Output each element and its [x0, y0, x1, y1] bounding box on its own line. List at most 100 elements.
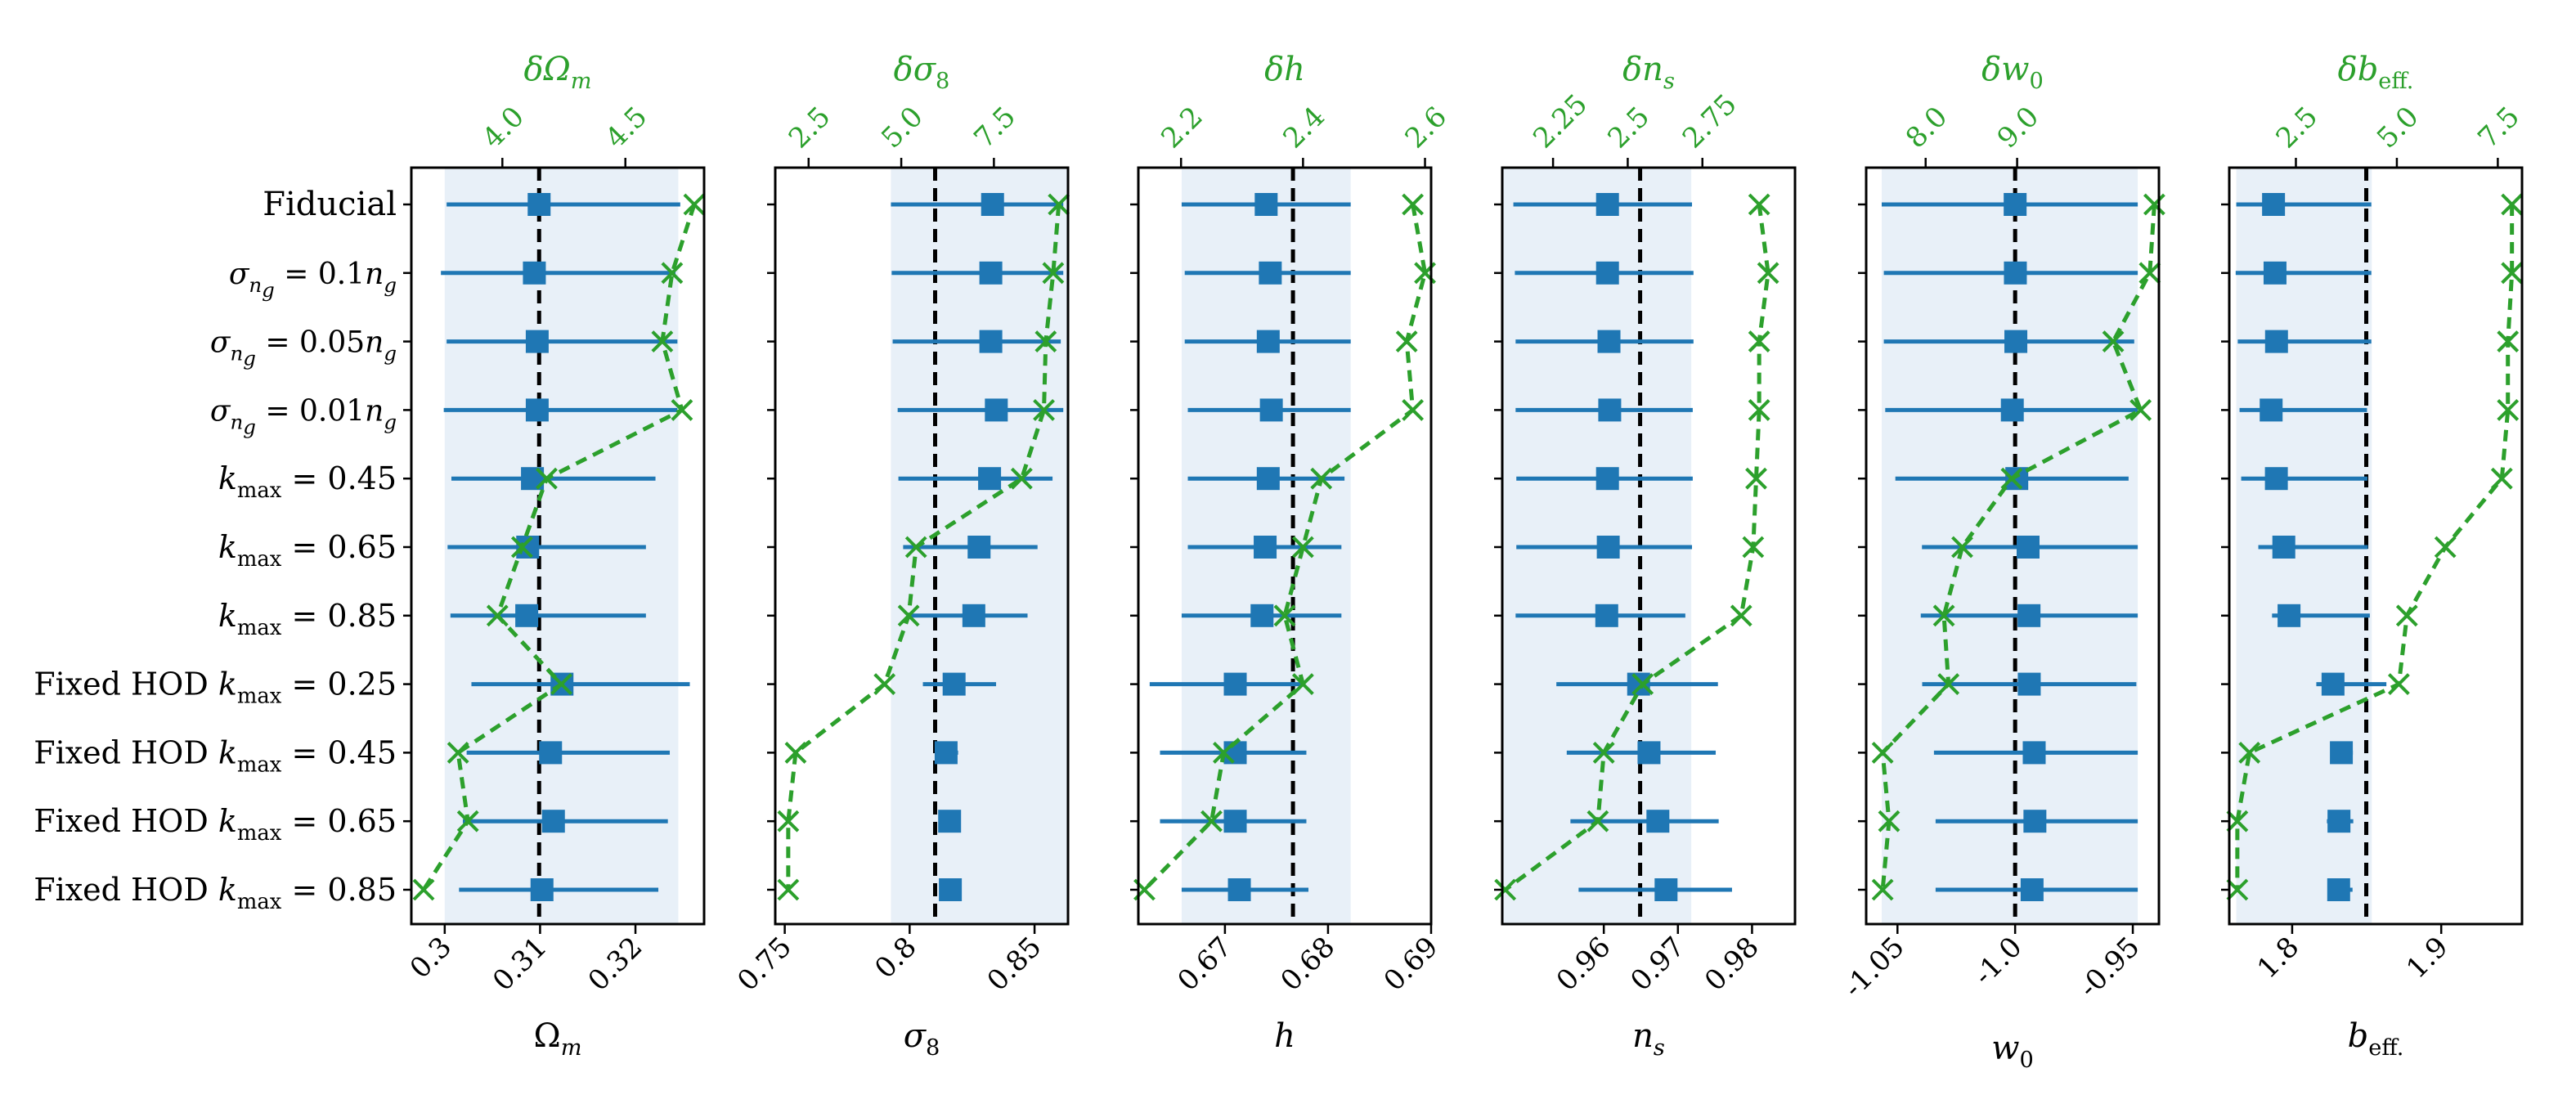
panel-frame — [1501, 166, 1797, 926]
x-axis-label: ns — [1632, 1017, 1665, 1061]
row-label: σng = 0.05ng — [210, 326, 397, 370]
mean-marker — [1259, 398, 1283, 422]
delta-marker — [2490, 467, 2513, 490]
mean-marker — [2330, 741, 2354, 765]
top-tick-label: 4.5 — [599, 101, 654, 155]
mean-marker — [938, 810, 962, 833]
mean-marker — [2017, 604, 2041, 627]
mean-marker — [2327, 810, 2351, 833]
x-tick-label: 0.8 — [868, 931, 923, 985]
x-tick-label: 0.67 — [1171, 931, 1238, 998]
delta-marker — [1291, 536, 1314, 559]
delta-marker — [661, 262, 684, 285]
delta-marker — [1033, 398, 1055, 421]
delta-marker — [1745, 467, 1767, 490]
mean-marker — [2005, 467, 2029, 491]
delta-marker — [456, 810, 479, 832]
mean-marker — [1595, 193, 1619, 216]
mean-marker — [2263, 261, 2287, 285]
mean-marker — [525, 330, 549, 353]
mean-marker — [527, 193, 551, 216]
delta-marker — [777, 810, 800, 832]
mean-marker — [2278, 604, 2301, 627]
mean-marker — [2321, 672, 2345, 696]
delta-marker — [1395, 330, 1418, 353]
delta-marker — [1592, 741, 1615, 764]
x-tick-label: 1.8 — [2251, 931, 2306, 985]
top-tick-label: 2.5 — [2270, 101, 2325, 155]
delta-marker — [412, 878, 435, 901]
top-tick-label: 2.6 — [1399, 101, 1454, 155]
x-axis-label: beff. — [2348, 1017, 2404, 1061]
delta-marker — [1878, 810, 1901, 832]
x-tick-label: 0.97 — [1624, 931, 1691, 998]
delta-marker — [651, 330, 674, 353]
mean-marker — [967, 536, 991, 559]
mean-marker — [985, 398, 1008, 422]
x-axis-label: σ8 — [904, 1017, 940, 1061]
x-tick-label: -1.0 — [1968, 931, 2029, 992]
delta-marker — [1273, 604, 1296, 627]
delta-marker — [1402, 193, 1425, 216]
mean-marker — [525, 398, 549, 422]
mean-marker — [1250, 604, 1274, 627]
mean-marker — [2017, 672, 2041, 696]
row-label: Fixed HOD kmax = 0.45 — [34, 734, 397, 777]
top-axis-label: δbeff. — [2338, 51, 2414, 94]
mean-marker — [516, 536, 540, 559]
delta-marker — [1631, 673, 1654, 696]
top-tick-label: 5.0 — [2371, 101, 2426, 155]
delta-marker — [2501, 262, 2524, 285]
delta-marker — [536, 467, 558, 490]
x-tick-label: 0.75 — [731, 931, 798, 998]
delta-marker — [2226, 810, 2249, 832]
delta-marker — [897, 604, 920, 627]
top-axis-label: δσ8 — [894, 51, 950, 94]
delta-marker — [550, 673, 572, 696]
mean-marker — [1646, 810, 1670, 833]
mean-marker — [523, 261, 546, 285]
panel-3: 0.96 0.97 0.98 2.25 2.5 2.75 — [1494, 88, 1797, 998]
x-tick-label: 0.68 — [1274, 931, 1341, 998]
delta-marker — [784, 741, 807, 764]
row-label: Fixed HOD kmax = 0.25 — [34, 666, 397, 709]
delta-marker — [1951, 536, 1973, 559]
mean-marker — [2327, 878, 2350, 901]
delta-marker — [777, 878, 800, 901]
delta-marker — [1748, 193, 1770, 216]
mean-marker — [1223, 810, 1247, 833]
delta-marker — [1402, 398, 1425, 421]
panel-frame — [2228, 166, 2524, 926]
delta-marker — [2143, 193, 2165, 216]
mean-marker — [1256, 330, 1280, 353]
mean-marker — [981, 193, 1004, 216]
x-tick-label: 0.85 — [981, 931, 1048, 998]
mean-marker — [2004, 330, 2028, 353]
delta-marker — [1871, 741, 1894, 764]
mean-marker — [2262, 193, 2286, 216]
mean-marker — [1627, 672, 1650, 696]
delta-line — [1880, 204, 2156, 891]
row-label: Fixed HOD kmax = 0.65 — [34, 803, 397, 846]
delta-marker — [2129, 398, 2152, 421]
top-tick-label: 2.75 — [1676, 88, 1744, 155]
mean-marker — [979, 330, 1003, 353]
mean-marker — [934, 741, 958, 765]
row-label: σng = 0.1ng — [229, 258, 397, 302]
delta-marker — [904, 536, 927, 559]
mean-marker — [2020, 878, 2044, 901]
mean-marker — [1223, 672, 1247, 696]
delta-marker — [2501, 193, 2524, 216]
mean-marker — [2264, 467, 2288, 491]
delta-marker — [2138, 262, 2161, 285]
mean-marker — [1259, 261, 1282, 285]
delta-marker — [1310, 467, 1333, 490]
delta-marker — [510, 536, 533, 559]
mean-marker — [978, 467, 1002, 491]
delta-marker — [2497, 398, 2520, 421]
top-tick-label: 2.25 — [1527, 88, 1594, 155]
top-tick-label: 2.5 — [1602, 101, 1657, 155]
top-tick-label: 7.5 — [2471, 101, 2526, 155]
panel-frame — [410, 166, 706, 926]
